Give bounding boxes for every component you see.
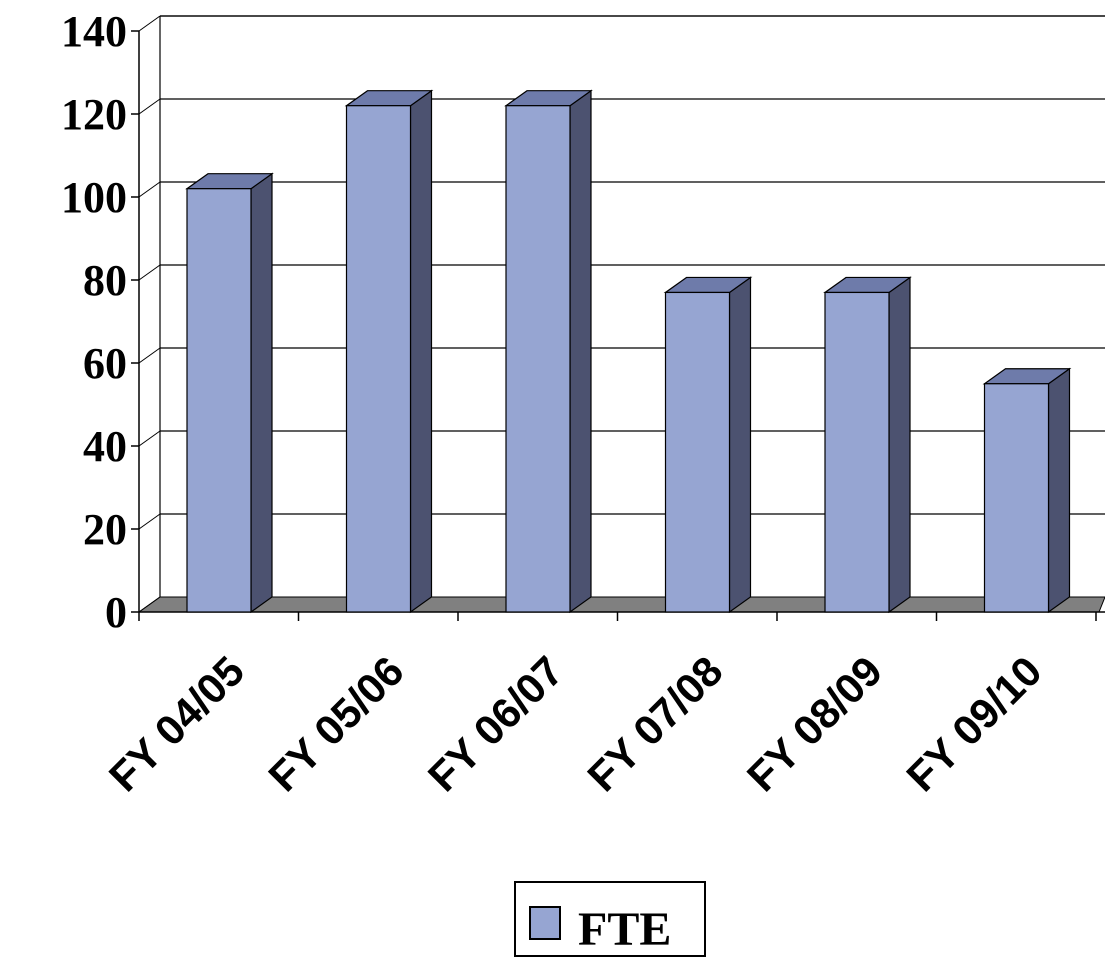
axes (138, 15, 1105, 613)
y-tick-label: 20 (83, 505, 127, 554)
bar-front (345, 105, 412, 613)
bar-side (888, 276, 911, 614)
bar-front (824, 291, 890, 613)
bar-front (186, 188, 252, 613)
bar-side (409, 89, 433, 614)
bar (504, 89, 593, 614)
legend-swatch-fte (529, 906, 561, 940)
side-wall-line (138, 513, 161, 530)
y-tick-label: 140 (61, 7, 127, 56)
bar (663, 276, 753, 614)
floor-plane (137, 596, 1105, 613)
y-tick-label: 120 (61, 90, 127, 139)
bar (982, 367, 1072, 614)
y-axis-ticks: 0 20 40 60 80 100 120 140 (61, 7, 139, 637)
x-tick-label: FY 05/06 (259, 647, 412, 800)
side-wall-line (138, 264, 161, 281)
bars (185, 89, 1072, 614)
chart-floor (137, 596, 1105, 613)
bar-side (1047, 367, 1071, 614)
legend-label-fte: FTE (578, 903, 671, 956)
side-wall-line (138, 347, 161, 364)
y-tick-label: 100 (61, 173, 127, 222)
x-tick-label: FY 06/07 (419, 647, 572, 800)
x-tick-label: FY 04/05 (100, 647, 253, 800)
bar-side (250, 172, 273, 614)
bar-side (728, 276, 752, 614)
bar (823, 276, 912, 614)
bar (185, 172, 274, 614)
legend: FTE (514, 881, 706, 957)
x-tick-label: FY 09/10 (897, 647, 1050, 800)
x-axis-ticks: FY 04/05 FY 05/06 FY 06/07 FY 07/08 FY 08/09… (100, 612, 1097, 800)
x-tick-label: FY 08/09 (738, 647, 891, 800)
side-wall-line (138, 15, 161, 32)
side-wall-line (138, 596, 161, 613)
y-tick-label: 40 (83, 422, 127, 471)
side-wall-line (138, 181, 161, 198)
bar-front (664, 291, 731, 613)
gridlines (160, 15, 1105, 515)
bar (344, 89, 434, 614)
y-tick-label: 60 (83, 339, 127, 388)
y-tick-label: 80 (83, 256, 127, 305)
side-wall-line (138, 430, 161, 447)
bar-side (569, 89, 592, 614)
x-tick-label: FY 07/08 (578, 647, 731, 800)
side-wall-line (138, 98, 161, 115)
y-tick-label: 0 (105, 588, 127, 637)
bar-front (983, 383, 1050, 613)
bar-front (505, 105, 571, 613)
